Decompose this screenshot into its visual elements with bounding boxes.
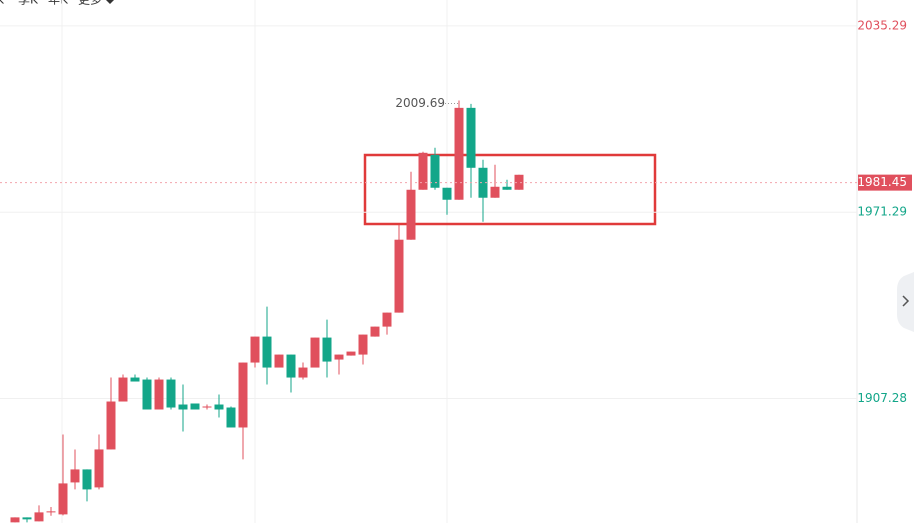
candle-body: [262, 336, 272, 368]
candle-body: [382, 312, 392, 327]
candle-body: [130, 377, 140, 382]
candle-body: [310, 337, 320, 368]
candle-body: [370, 326, 380, 337]
candle-body: [214, 404, 224, 410]
candle-body: [298, 367, 308, 378]
candle-body: [430, 154, 440, 188]
side-button[interactable]: [897, 272, 914, 332]
candle-body: [274, 354, 284, 368]
last-price-box: [858, 174, 912, 191]
candle-body: [406, 189, 416, 240]
toolbar-item[interactable]: K: [0, 0, 5, 7]
candle-body: [442, 187, 452, 200]
candle-body: [154, 379, 164, 410]
candle-body: [358, 334, 368, 355]
annotation: 2009.69: [395, 96, 445, 110]
candle-body: [46, 511, 56, 513]
candle-body: [34, 512, 44, 522]
side-button-bg[interactable]: [897, 272, 914, 332]
candle-body: [478, 167, 488, 198]
candle-body: [166, 379, 176, 408]
candle-body: [346, 351, 356, 356]
candle-body: [394, 239, 404, 313]
candle-body: [106, 401, 116, 450]
y-tick-label: 1907.28: [857, 391, 907, 405]
candle-body: [322, 337, 332, 362]
candle-body: [466, 107, 476, 168]
candle-body: [58, 483, 68, 515]
candle-body: [94, 449, 104, 488]
candle-body: [190, 403, 200, 410]
toolbar-item[interactable]: 季K: [18, 0, 39, 7]
candle-body: [502, 186, 512, 190]
candle-body: [490, 186, 500, 198]
candle-body: [334, 354, 344, 360]
candle-body: [418, 152, 428, 190]
highlight-box: [363, 153, 657, 226]
candle-body: [118, 377, 128, 402]
candle-body: [238, 362, 248, 428]
y-tick-label: 2035.29: [857, 18, 907, 32]
toolbar-item[interactable]: 年K: [48, 0, 69, 7]
candle-body: [250, 336, 260, 363]
candle-body: [22, 517, 32, 520]
candle-body: [82, 469, 92, 490]
dropdown-arrow: [106, 0, 114, 4]
toolbar: K 季K 年K 更多: [0, 0, 114, 7]
candle-body: [454, 107, 464, 200]
candle-body: [226, 407, 236, 428]
side-button-icon: [902, 295, 910, 307]
candle-body: [10, 517, 20, 523]
candle-body: [178, 404, 188, 410]
candle-body: [286, 354, 296, 378]
last-price-label: 1981.45: [857, 175, 907, 189]
candle-body: [70, 469, 80, 483]
toolbar-item[interactable]: 更多: [78, 0, 102, 7]
y-tick-label: 1971.29: [857, 205, 907, 219]
candle-body: [142, 379, 152, 410]
candle-body: [202, 406, 212, 408]
candle-body: [514, 174, 524, 190]
